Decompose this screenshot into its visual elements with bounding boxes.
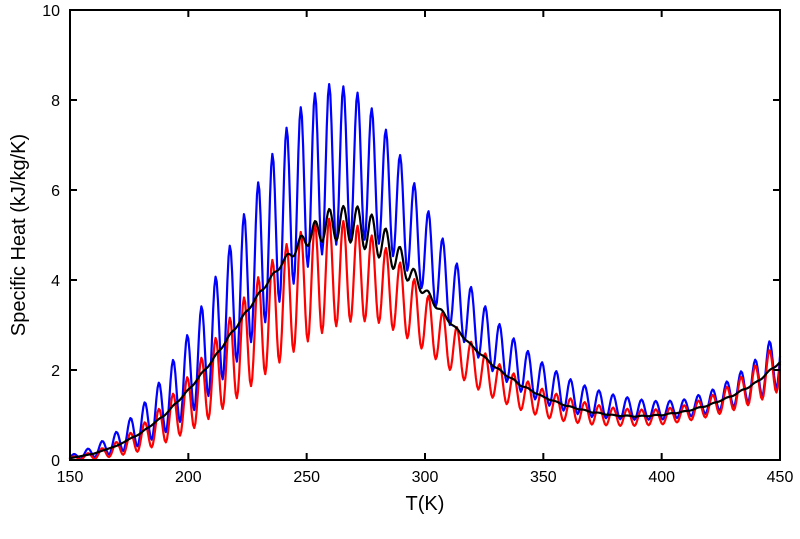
x-axis-title: T(K): [406, 493, 445, 515]
x-tick-label: 250: [293, 469, 320, 486]
x-tick-label: 450: [767, 469, 794, 486]
y-tick-label: 0: [51, 453, 60, 470]
y-axis-title: Specific Heat (kJ/kg/K): [8, 134, 30, 336]
specific-heat-chart: 150 200 250 300 350 400 450 0 2 4 6 8 10 T(K) Specific…: [0, 0, 800, 539]
x-tick-label: 350: [530, 469, 557, 486]
y-tick-label: 6: [51, 183, 60, 200]
x-tick-label: 150: [57, 469, 84, 486]
y-tick-label: 8: [51, 93, 60, 110]
y-tick-label: 4: [51, 273, 60, 290]
y-tick-label: 10: [42, 3, 60, 20]
x-tick-label: 200: [175, 469, 202, 486]
x-tick-label: 400: [648, 469, 675, 486]
y-tick-label: 2: [51, 363, 60, 380]
x-tick-label: 300: [412, 469, 439, 486]
